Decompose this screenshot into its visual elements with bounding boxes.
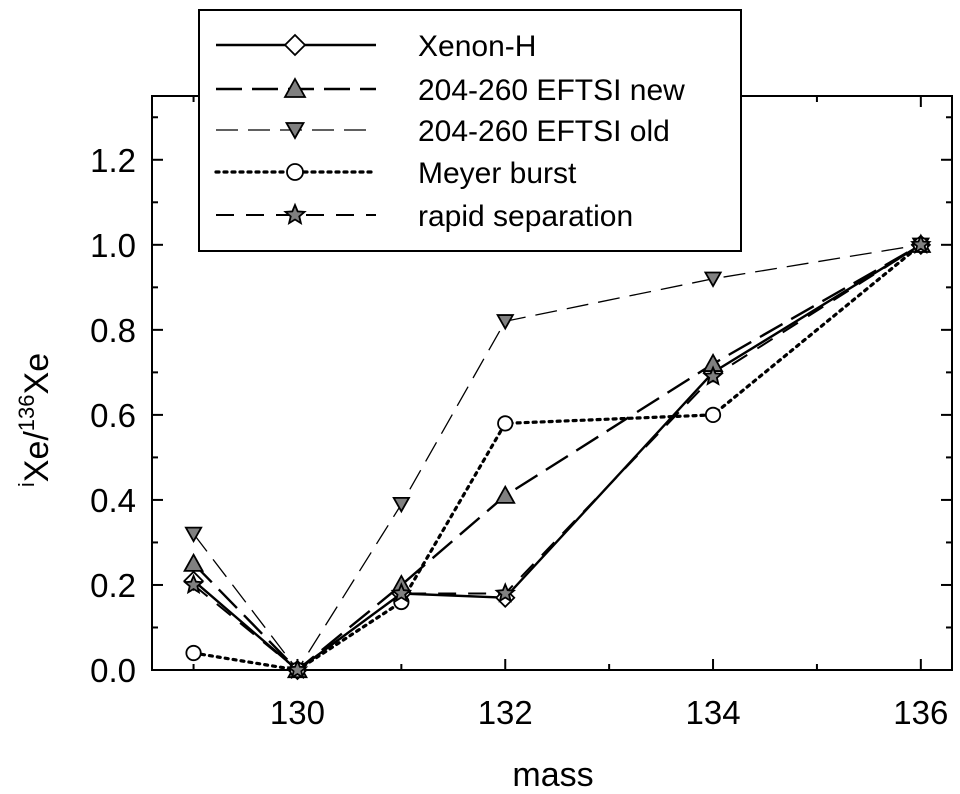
- y-axis-label-sup-136: 136: [14, 394, 39, 431]
- x-tick-label: 136: [893, 694, 948, 731]
- legend-label: rapid separation: [418, 200, 633, 233]
- marker-star: [283, 202, 307, 225]
- legend: Xenon-H 204-260 EFTSI new 204-260 EFTSI ol…: [198, 9, 742, 252]
- legend-label: Meyer burst: [418, 157, 577, 190]
- series-line: [192, 243, 923, 672]
- marker-star: [390, 582, 413, 603]
- marker-diamond: [283, 33, 307, 57]
- marker-circle: [704, 406, 722, 423]
- y-axis-label: iXe/136Xe: [14, 353, 56, 487]
- x-tick-label: 132: [478, 694, 533, 731]
- marker-star: [910, 233, 932, 255]
- series-line: [192, 243, 922, 672]
- marker-star: [286, 658, 309, 680]
- y-tick-label: 0.2: [90, 567, 136, 604]
- marker-circle: [497, 415, 514, 432]
- marker-triangle-down: [284, 122, 306, 140]
- marker-triangle-up: [183, 552, 205, 572]
- legend-label: 204-260 EFTSI new: [418, 74, 685, 107]
- marker-triangle-down: [496, 314, 515, 331]
- series-lines: [192, 243, 923, 672]
- marker-triangle-up: [494, 484, 516, 504]
- y-axis-label-xe2: Xe: [18, 353, 56, 395]
- y-tick-label: 0.6: [90, 397, 136, 434]
- x-tick-label: 134: [686, 694, 741, 731]
- y-tick-label: 0.0: [90, 652, 136, 689]
- x-axis-label: mass: [512, 756, 593, 794]
- marker-triangle-up: [283, 77, 307, 98]
- legend-label: 204-260 EFTSI old: [418, 115, 670, 148]
- marker-triangle-down: [392, 496, 411, 514]
- series-line: [193, 244, 921, 671]
- marker-circle: [286, 163, 304, 181]
- axis-ticks: 130 132 134 136 0.0 0.2 0.4 0.6 0.8 1.0 1.2: [90, 96, 952, 731]
- series-markers: [182, 233, 932, 681]
- legend-label: Xenon-H: [418, 30, 536, 63]
- y-tick-label: 0.8: [90, 312, 136, 349]
- y-axis-label-xe: Xe/: [18, 431, 56, 483]
- x-tick-label: 130: [270, 694, 325, 731]
- marker-star: [702, 365, 724, 386]
- marker-triangle-down: [184, 526, 203, 543]
- marker-star: [182, 573, 205, 595]
- marker-triangle-down: [703, 271, 723, 288]
- y-tick-label: 1.2: [90, 142, 136, 179]
- y-tick-label: 0.4: [90, 482, 136, 519]
- y-tick-label: 1.0: [90, 227, 136, 264]
- series-line: [192, 243, 922, 672]
- marker-star: [494, 582, 517, 603]
- series-line: [192, 243, 922, 671]
- marker-circle: [185, 644, 202, 662]
- y-axis-label-sup-i: i: [14, 482, 39, 487]
